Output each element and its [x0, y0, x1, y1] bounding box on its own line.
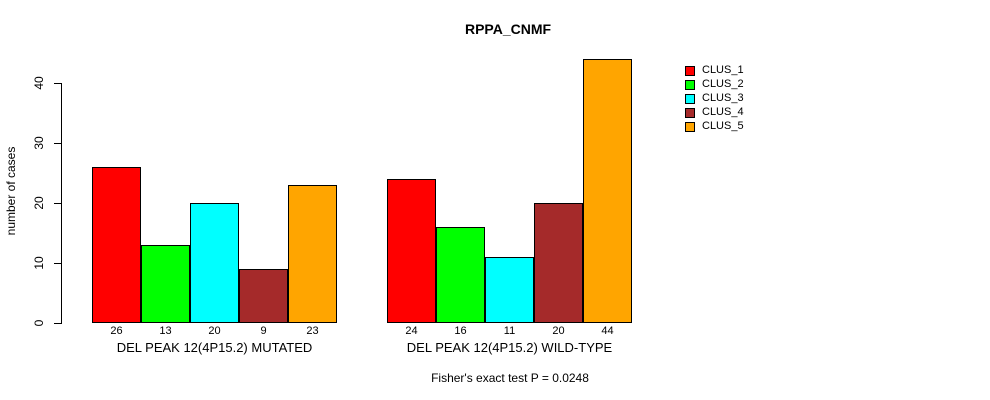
- legend-label-clus_5: CLUS_5: [702, 120, 744, 132]
- y-tick-mark-0: [54, 323, 61, 324]
- legend-item-clus_4: CLUS_4: [685, 107, 744, 118]
- bar-value-clus_4-group2: 20: [552, 325, 565, 337]
- bar-clus_5-group1: [288, 185, 337, 323]
- legend-swatch-clus_4: [685, 107, 695, 118]
- bar-clus_5-group2: [583, 59, 632, 323]
- bar-value-clus_2-group1: 13: [159, 325, 172, 337]
- bar-value-clus_5-group2: 44: [601, 325, 614, 337]
- legend-item-clus_3: CLUS_3: [685, 93, 744, 104]
- bar-clus_2-group1: [141, 245, 190, 323]
- y-tick-label-40: 40: [32, 76, 46, 90]
- bar-clus_2-group2: [436, 227, 485, 323]
- bar-clus_3-group2: [485, 257, 534, 323]
- legend-item-clus_2: CLUS_2: [685, 79, 744, 90]
- bar-clus_1-group2: [387, 179, 436, 323]
- y-tick-label-20: 20: [32, 196, 46, 210]
- bar-value-clus_1-group2: 24: [405, 325, 418, 337]
- chart-title: RPPA_CNMF: [464, 21, 552, 37]
- legend-label-clus_3: CLUS_3: [702, 92, 744, 104]
- bar-value-clus_2-group2: 16: [454, 325, 467, 337]
- y-tick-label-30: 30: [32, 136, 46, 150]
- y-tick-mark-30: [54, 143, 61, 144]
- bar-value-clus_1-group1: 26: [110, 325, 123, 337]
- y-tick-label-0: 0: [32, 319, 46, 327]
- legend-item-clus_1: CLUS_1: [685, 65, 744, 76]
- legend-swatch-clus_5: [685, 121, 695, 132]
- bar-clus_4-group2: [534, 203, 583, 323]
- legend-swatch-clus_2: [685, 79, 695, 90]
- legend-label-clus_1: CLUS_1: [702, 64, 744, 76]
- bar-clus_3-group1: [190, 203, 239, 323]
- y-tick-mark-40: [54, 83, 61, 84]
- fisher-test-annotation: Fisher's exact test P = 0.0248: [431, 371, 589, 385]
- bar-value-clus_4-group1: 9: [260, 325, 267, 337]
- bar-value-clus_3-group1: 20: [208, 325, 221, 337]
- y-axis-line: [61, 83, 62, 324]
- bar-value-clus_5-group1: 23: [306, 325, 319, 337]
- bar-clus_4-group1: [239, 269, 288, 323]
- bar-clus_1-group1: [92, 167, 141, 323]
- y-tick-mark-10: [54, 263, 61, 264]
- legend-item-clus_5: CLUS_5: [685, 121, 744, 132]
- y-tick-mark-20: [54, 203, 61, 204]
- legend-label-clus_2: CLUS_2: [702, 78, 744, 90]
- y-tick-label-10: 10: [32, 256, 46, 270]
- legend-swatch-clus_1: [685, 65, 695, 76]
- legend-label-clus_4: CLUS_4: [702, 106, 744, 118]
- legend-swatch-clus_3: [685, 93, 695, 104]
- x-group-label-2: DEL PEAK 12(4P15.2) WILD-TYPE: [406, 340, 613, 355]
- x-group-label-1: DEL PEAK 12(4P15.2) MUTATED: [116, 340, 313, 355]
- bar-value-clus_3-group2: 11: [503, 325, 516, 337]
- y-axis-label: number of cases: [4, 146, 18, 236]
